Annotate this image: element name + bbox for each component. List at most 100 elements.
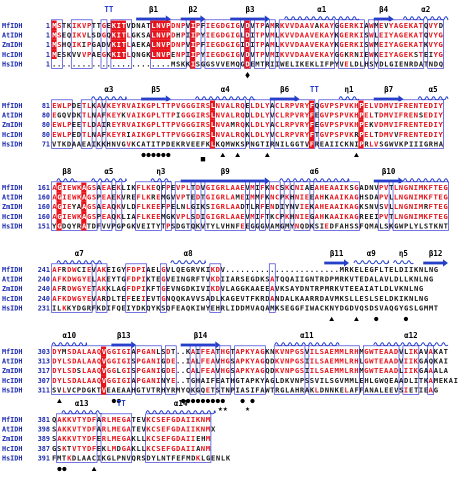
residue-mask (71, 21, 77, 30)
residue: M (270, 40, 275, 49)
residue: P (196, 40, 201, 49)
residue-mask (91, 424, 97, 434)
residue-mask (309, 21, 314, 30)
residue: I (186, 425, 190, 434)
residue-mask (249, 120, 255, 129)
residue: G (354, 183, 358, 192)
residue: G (181, 130, 185, 139)
residue-mask (403, 120, 408, 129)
residue: P (339, 111, 344, 120)
residue-mask (126, 347, 131, 356)
residue: K (424, 212, 429, 221)
sequence-residues: SAKKVTYDFARLMEGATEVKCSEFGDAIIKNMX (52, 425, 216, 434)
sequence-residues: GSKTVTYDFEKLMDGAKLLKCSEFGDAIIANM (52, 444, 211, 453)
residue: Y (330, 21, 335, 30)
residue-mask (230, 40, 235, 49)
residue: E (404, 31, 408, 40)
residue-mask (175, 120, 181, 129)
conservation-box (100, 413, 133, 463)
residue-mask (309, 356, 314, 366)
residue: P (196, 31, 201, 40)
residue-mask (81, 202, 87, 211)
residue: V (310, 40, 315, 49)
residue-mask (329, 120, 334, 129)
residue-mask (136, 274, 141, 284)
residue-mask (136, 265, 141, 274)
sequence-name: MfIDH (2, 184, 22, 192)
sequence-name: AtIDH (2, 426, 22, 434)
residue: D (176, 415, 180, 424)
residue: I (136, 101, 140, 110)
residue-mask (368, 40, 374, 49)
residue: N (414, 101, 418, 110)
residue: C (275, 101, 279, 110)
residue-mask (304, 50, 309, 59)
residue-mask (269, 274, 275, 284)
residue: D (72, 347, 76, 356)
residue-mask (235, 183, 240, 192)
sequence-name: ZmIDH (2, 367, 22, 375)
residue-mask (438, 101, 443, 110)
residue: A (226, 120, 231, 129)
residue: D (429, 101, 433, 110)
residue-mask (339, 356, 344, 366)
residue-mask (220, 130, 225, 139)
residue-mask (116, 130, 121, 139)
residue: I (191, 31, 195, 40)
residue: A (87, 366, 92, 375)
residue: G (171, 415, 175, 424)
residue-mask (378, 212, 384, 221)
residue: L (211, 130, 216, 139)
residue-mask (91, 356, 97, 366)
helix-coil (61, 410, 102, 415)
residue-mask (368, 139, 374, 148)
residue-mask (319, 110, 324, 120)
residue-mask (101, 192, 106, 202)
binding-site-dot (62, 466, 67, 472)
residue: F (127, 265, 131, 274)
residue: E (240, 221, 244, 230)
residue: P (171, 120, 176, 129)
residue: K (414, 347, 419, 356)
residue-mask (314, 192, 319, 202)
residue-mask (279, 40, 285, 49)
residue-start-number: 161 (38, 184, 50, 192)
residue: A (384, 357, 389, 366)
residue-mask (220, 356, 225, 366)
residue-mask (284, 183, 290, 192)
residue: P (290, 101, 295, 110)
residue-mask (185, 120, 191, 129)
residue-mask (398, 40, 403, 49)
residue-mask (165, 130, 171, 139)
residue-mask (131, 101, 136, 110)
residue-mask (334, 120, 339, 129)
binding-site-dot (374, 316, 379, 322)
conservation-box (135, 345, 162, 395)
residue-mask (111, 101, 116, 110)
conservation-box (338, 19, 365, 69)
residue: Y (305, 130, 310, 139)
residue-mask (175, 40, 181, 49)
residue: L (62, 366, 67, 375)
residue-mask (56, 212, 62, 221)
residue-mask (299, 212, 304, 221)
residue: G (191, 120, 195, 129)
residue: E (52, 120, 56, 129)
residue-mask (210, 265, 215, 274)
residue-mask (324, 21, 329, 30)
residue: I (117, 21, 121, 30)
residue-mask (235, 120, 240, 129)
conservation-box (199, 345, 217, 395)
residue: I (384, 31, 388, 40)
residue: A (52, 265, 57, 274)
residue: K (245, 357, 250, 366)
strand-arrow-body (269, 97, 295, 101)
residue: R (349, 40, 354, 49)
residue-mask (299, 183, 304, 192)
residue-mask (225, 130, 230, 139)
residue: P (330, 130, 335, 139)
residue: M (250, 193, 255, 202)
residue-mask (274, 120, 280, 129)
residue: E (364, 130, 368, 139)
residue: G (122, 357, 126, 366)
